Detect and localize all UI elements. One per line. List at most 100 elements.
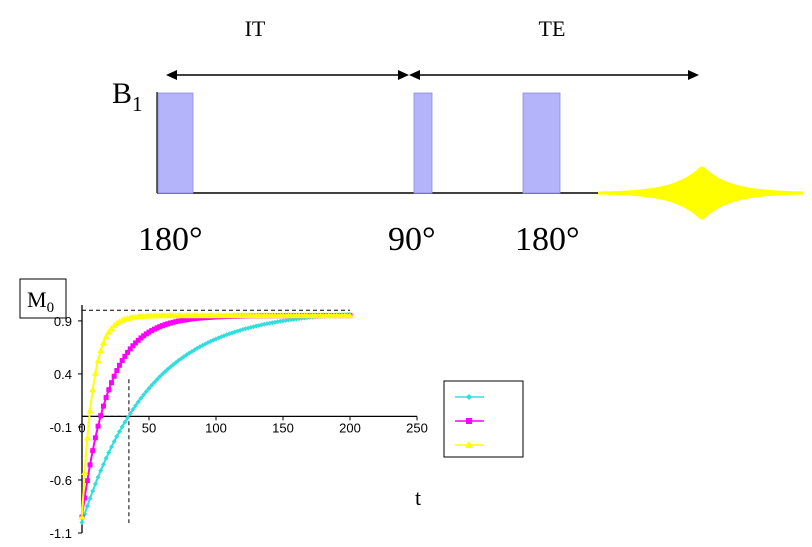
data-point xyxy=(95,423,101,429)
x-tick-label: 150 xyxy=(272,420,294,435)
data-point xyxy=(162,369,168,375)
pulse-sequence: IT TE B1 180° 90° 180° xyxy=(112,16,803,258)
data-point xyxy=(130,406,136,412)
data-point xyxy=(194,315,200,321)
data-point xyxy=(105,328,113,335)
data-point xyxy=(135,399,141,405)
data-point xyxy=(106,449,112,455)
data-point xyxy=(151,379,157,385)
chart-ylabel-main: M xyxy=(27,287,47,312)
data-point xyxy=(97,347,105,354)
x-tick-label: 250 xyxy=(406,420,428,435)
interval-arrows xyxy=(166,70,699,80)
data-point xyxy=(111,439,117,445)
data-point xyxy=(141,392,147,398)
data-point xyxy=(78,513,86,520)
y-tick-label: -1.1 xyxy=(50,526,72,541)
data-point xyxy=(130,343,136,349)
data-point xyxy=(154,325,160,331)
data-point xyxy=(117,362,123,368)
data-point xyxy=(184,317,190,323)
chart-ylabel: M0 xyxy=(27,287,54,316)
arrow-it-left-head xyxy=(166,70,177,80)
chart-xlabel: t xyxy=(415,485,421,510)
legend-entry-diamond xyxy=(455,394,484,400)
data-point xyxy=(159,323,165,329)
data-point xyxy=(79,519,85,525)
y-tick-label: -0.6 xyxy=(50,473,72,488)
data-point xyxy=(346,312,354,319)
ylabel-frame xyxy=(19,278,67,319)
data-point xyxy=(181,317,187,323)
data-point xyxy=(103,395,109,401)
data-point xyxy=(125,349,131,355)
data-point xyxy=(114,433,120,439)
data-point xyxy=(84,503,90,509)
arrow-te-left-head xyxy=(409,70,420,80)
data-point xyxy=(89,386,97,393)
data-point xyxy=(157,374,163,380)
pulse-90 xyxy=(413,92,433,194)
data-point xyxy=(92,481,98,487)
data-point xyxy=(119,358,125,364)
chart-ylabel-subscript: 0 xyxy=(47,300,55,316)
ylabel-box: M0 xyxy=(19,278,67,319)
data-point xyxy=(465,441,473,448)
data-point xyxy=(149,382,155,388)
data-point xyxy=(167,320,173,326)
data-point xyxy=(98,413,104,419)
data-point xyxy=(151,326,157,332)
data-point xyxy=(157,324,163,330)
data-point xyxy=(125,415,131,421)
y-tick-label: 0.9 xyxy=(54,314,72,329)
data-point xyxy=(87,495,93,501)
pulse-label-90: 90° xyxy=(388,221,436,258)
pulse-label-180-first: 180° xyxy=(138,221,203,258)
data-point xyxy=(103,455,109,461)
x-tick-label: 50 xyxy=(142,420,156,435)
data-point xyxy=(133,403,139,409)
data-point xyxy=(173,319,179,325)
data-point xyxy=(127,411,133,417)
b1-axis-label: B1 xyxy=(112,77,143,116)
data-point xyxy=(90,488,96,494)
data-point xyxy=(86,407,94,414)
b1-label-subscript: 1 xyxy=(132,92,143,116)
data-point xyxy=(154,377,160,383)
data-point xyxy=(119,424,125,430)
data-point xyxy=(141,333,147,339)
legend-entry-triangle xyxy=(455,441,484,448)
data-point xyxy=(99,339,107,346)
data-point xyxy=(94,357,102,364)
relaxation-chart: M0 0 50 100 150 200 250 0.90.4-0.1-0.6-1.1 t xyxy=(19,278,524,541)
data-point xyxy=(100,461,106,467)
data-point xyxy=(138,395,144,401)
data-point xyxy=(84,478,90,484)
arrow-it-right-head xyxy=(398,70,409,80)
data-point xyxy=(83,434,91,441)
data-point xyxy=(114,368,120,374)
y-tick-labels: 0.9 0.4 -0.1 -0.6 -1.1 xyxy=(50,314,72,541)
chart-series xyxy=(78,311,354,525)
arrow-te-right-head xyxy=(688,70,699,80)
data-point xyxy=(106,387,112,393)
data-point xyxy=(146,385,152,391)
data-point xyxy=(98,468,104,474)
pulse-label-180-second: 180° xyxy=(515,221,580,258)
data-point xyxy=(122,353,128,359)
data-point xyxy=(143,331,149,337)
data-point xyxy=(127,346,133,352)
data-point xyxy=(143,389,149,395)
x-tick-label: 200 xyxy=(339,420,361,435)
label-te: TE xyxy=(539,16,566,41)
data-point xyxy=(162,322,168,328)
y-tick-label: 0.4 xyxy=(54,367,72,382)
data-point xyxy=(87,462,93,468)
y-tick-label: -0.1 xyxy=(50,420,72,435)
data-point xyxy=(90,448,96,454)
data-point xyxy=(82,495,88,501)
b1-label-main: B xyxy=(112,77,132,110)
data-point xyxy=(133,340,139,346)
data-point xyxy=(466,418,472,424)
